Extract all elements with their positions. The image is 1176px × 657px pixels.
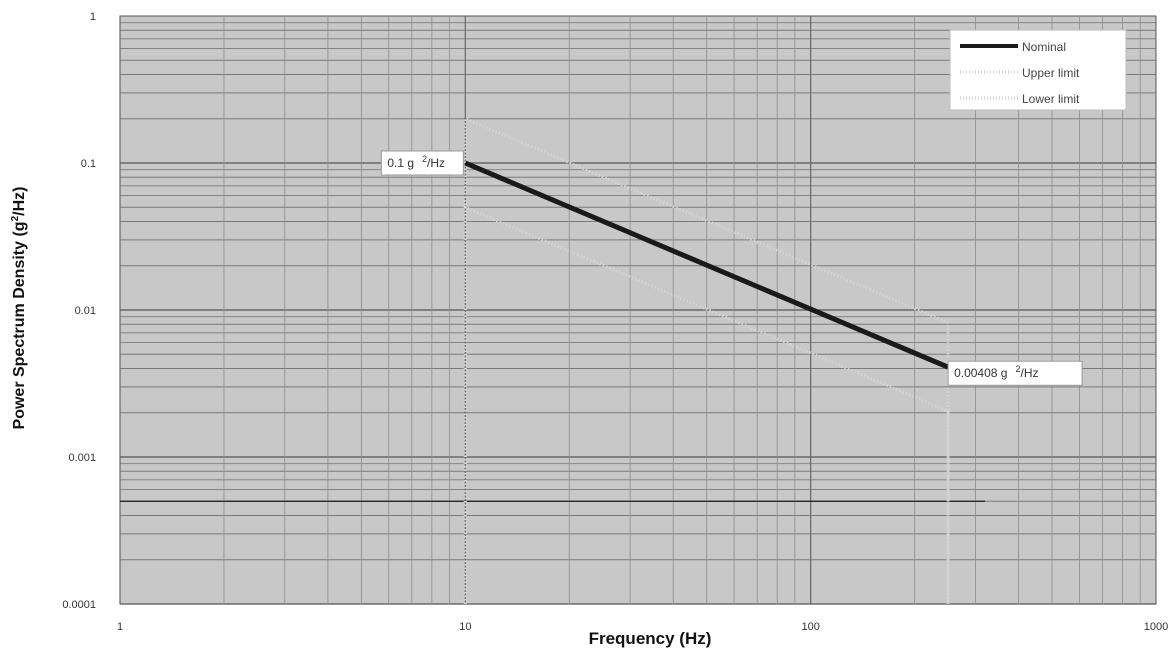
- y-axis-label-sup: 2: [10, 215, 21, 221]
- annotation-text: 0.00408 g 2/Hz: [954, 364, 1038, 380]
- legend-box: [949, 29, 1127, 111]
- y-axis-label-unit: /Hz): [11, 187, 28, 216]
- y-axis-label-main: Power Spectrum Density (g: [11, 221, 28, 429]
- annotation-box: [947, 360, 1083, 386]
- annotation-label: 0.1 g 2/Hz: [380, 150, 464, 176]
- legend-label-upper: Upper limit: [1022, 66, 1080, 80]
- y-tick-label: 0.0001: [62, 599, 96, 611]
- series-line-lower-limit: [463, 204, 950, 604]
- annotations-group: 0.1 g 2/Hz 0.00408 g 2/Hz: [380, 150, 1083, 386]
- y-tick-label: 0.1: [81, 158, 96, 170]
- y-tick-label: 0.01: [75, 305, 96, 317]
- legend: Nominal Upper limit Lower limit: [949, 29, 1127, 111]
- series-line-nominal: [464, 160, 950, 370]
- annotation-value: 0.1 g: [387, 156, 414, 170]
- annotation-value: 0.00408 g: [954, 366, 1007, 380]
- annotation-unit: /Hz: [1020, 366, 1038, 380]
- y-tick-label: 0.001: [68, 452, 96, 464]
- x-tick-label: 1: [117, 621, 123, 633]
- annotation-sup: 2: [422, 154, 427, 164]
- x-tick-label: 10: [459, 621, 471, 633]
- legend-label-nominal: Nominal: [1022, 40, 1066, 54]
- annotation-sup: 2: [1015, 364, 1020, 374]
- annotation-unit: /Hz: [427, 156, 445, 170]
- horizontal-gridlines: [120, 22, 1156, 605]
- y-axis-label: Power Spectrum Density (g2/Hz): [10, 187, 28, 430]
- y-tick-label: 1: [90, 11, 96, 23]
- x-tick-label: 1000: [1144, 621, 1168, 633]
- x-axis-label: Frequency (Hz): [589, 629, 712, 648]
- series-group: [463, 116, 950, 604]
- annotation-text: 0.1 g 2/Hz: [387, 154, 445, 170]
- x-tick-label: 100: [801, 621, 819, 633]
- vertical-gridlines: [119, 16, 1141, 604]
- annotation-box: [380, 150, 464, 176]
- annotation-label: 0.00408 g 2/Hz: [947, 360, 1083, 386]
- legend-label-lower: Lower limit: [1022, 92, 1080, 106]
- tick-labels: 1 10 100 1000 1 0.1 0.01 0.001 0.0001: [62, 11, 1168, 633]
